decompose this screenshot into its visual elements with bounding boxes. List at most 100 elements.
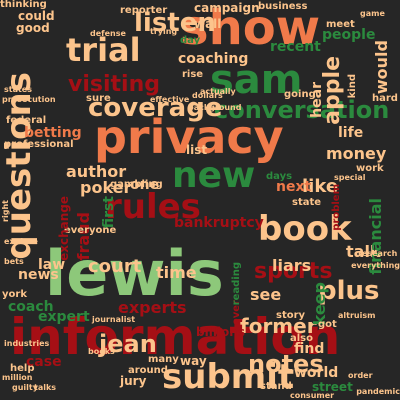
cloud-word: everything [351, 261, 400, 270]
cloud-word: rules [105, 187, 201, 227]
cloud-word: court [88, 256, 142, 277]
cloud-word: stand [260, 381, 292, 392]
cloud-word: effective [150, 95, 190, 104]
cloud-word: would [372, 40, 391, 95]
cloud-word: help [10, 363, 35, 374]
cloud-word: order [348, 371, 373, 380]
cloud-word: pandemic [356, 387, 400, 396]
cloud-word: going [284, 89, 316, 100]
cloud-word: york [2, 289, 27, 300]
cloud-word: coverage [88, 93, 223, 123]
cloud-word: books [88, 347, 115, 356]
cloud-word: explore [4, 237, 38, 246]
cloud-word: experts [118, 298, 187, 317]
cloud-word: law [38, 257, 66, 273]
cloud-word: street [312, 380, 353, 394]
cloud-word: lewis [45, 237, 224, 310]
cloud-word: special [334, 173, 366, 182]
cloud-word: apple [320, 56, 345, 125]
cloud-word: many [148, 354, 179, 365]
cloud-word: guilty [12, 383, 38, 392]
cloud-word: like [302, 176, 339, 197]
cloud-word: people [322, 27, 376, 43]
cloud-word: defense [90, 29, 126, 38]
cloud-word: submit [162, 357, 295, 397]
cloud-word: conversation [214, 96, 390, 124]
cloud-word: jean [99, 330, 157, 358]
cloud-word: meet [326, 19, 355, 30]
cloud-word: prosecution [2, 95, 56, 104]
cloud-word: poker [80, 178, 132, 197]
cloud-word: privacy [94, 110, 284, 164]
cloud-word: listen [134, 8, 216, 38]
cloud-word: sports [254, 259, 333, 284]
cloud-word: life [338, 125, 364, 141]
cloud-word: federal [6, 115, 47, 126]
cloud-word: news [18, 267, 59, 283]
cloud-word: one [130, 177, 160, 193]
cloud-word: reporter [120, 5, 168, 16]
cloud-word: time [156, 263, 197, 282]
cloud-word: million [2, 373, 33, 382]
cloud-word: way [180, 354, 207, 368]
cloud-word: professional [4, 139, 74, 150]
cloud-word: talk [346, 242, 381, 261]
cloud-word: day [180, 35, 201, 46]
cloud-word: problem [331, 184, 342, 231]
cloud-word: bankruptcy [174, 215, 264, 231]
cloud-word: money [326, 144, 387, 163]
cloud-word: author [66, 162, 127, 181]
cloud-word: work [356, 163, 384, 174]
cloud-word: recent [270, 39, 321, 55]
cloud-word: everyone [64, 225, 117, 236]
cloud-word: background [188, 103, 242, 112]
cloud-word: trial [66, 31, 141, 69]
cloud-word: wall [194, 17, 222, 31]
cloud-word: business [258, 1, 308, 12]
cloud-word: days [266, 171, 293, 182]
cloud-word: gambling [110, 179, 163, 190]
cloud-word: exchange [57, 196, 71, 261]
cloud-word: sam [210, 57, 303, 103]
cloud-word: talks [34, 383, 57, 392]
cloud-word: rise [182, 69, 204, 80]
cloud-word: state [292, 197, 322, 208]
cloud-word: notes [248, 350, 324, 378]
cloud-word: expert [38, 309, 90, 325]
cloud-word: also [290, 333, 313, 344]
cloud-word: find [294, 341, 325, 357]
cloud-word: coaching [178, 51, 249, 67]
cloud-word: see [250, 285, 282, 304]
cloud-word: right [1, 200, 10, 222]
cloud-word: fraud [74, 212, 93, 261]
cloud-word: coach [8, 299, 54, 315]
cloud-word: next [276, 179, 312, 195]
cloud-word: thinking [0, 0, 47, 10]
cloud-word: reading [231, 262, 242, 306]
cloud-word: story [276, 310, 306, 321]
cloud-word: list [186, 143, 208, 157]
cloud-word: dollars [192, 91, 223, 100]
cloud-word: show [180, 0, 321, 56]
cloud-word: actually [200, 87, 236, 96]
cloud-word: betting [24, 125, 82, 141]
cloud-word: first [101, 196, 117, 229]
cloud-word: could [18, 9, 55, 23]
cloud-word: jury [120, 374, 147, 388]
cloud-word: around [128, 365, 168, 376]
cloud-word: industries [4, 339, 50, 348]
cloud-word: former [240, 314, 317, 338]
cloud-word: consumer [290, 391, 335, 400]
cloud-word: information [10, 308, 341, 366]
cloud-word: journalist [92, 315, 136, 324]
cloud-word: campaign [194, 1, 260, 15]
cloud-word: altruism [338, 311, 376, 320]
cloud-word: liars [272, 256, 312, 275]
cloud-word: good [16, 21, 50, 35]
cloud-word: kind [347, 74, 358, 99]
cloud-word: trying [150, 27, 178, 36]
cloud-word: game [360, 9, 385, 18]
cloud-word: plus [318, 276, 380, 306]
cloud-word: got [318, 319, 337, 330]
